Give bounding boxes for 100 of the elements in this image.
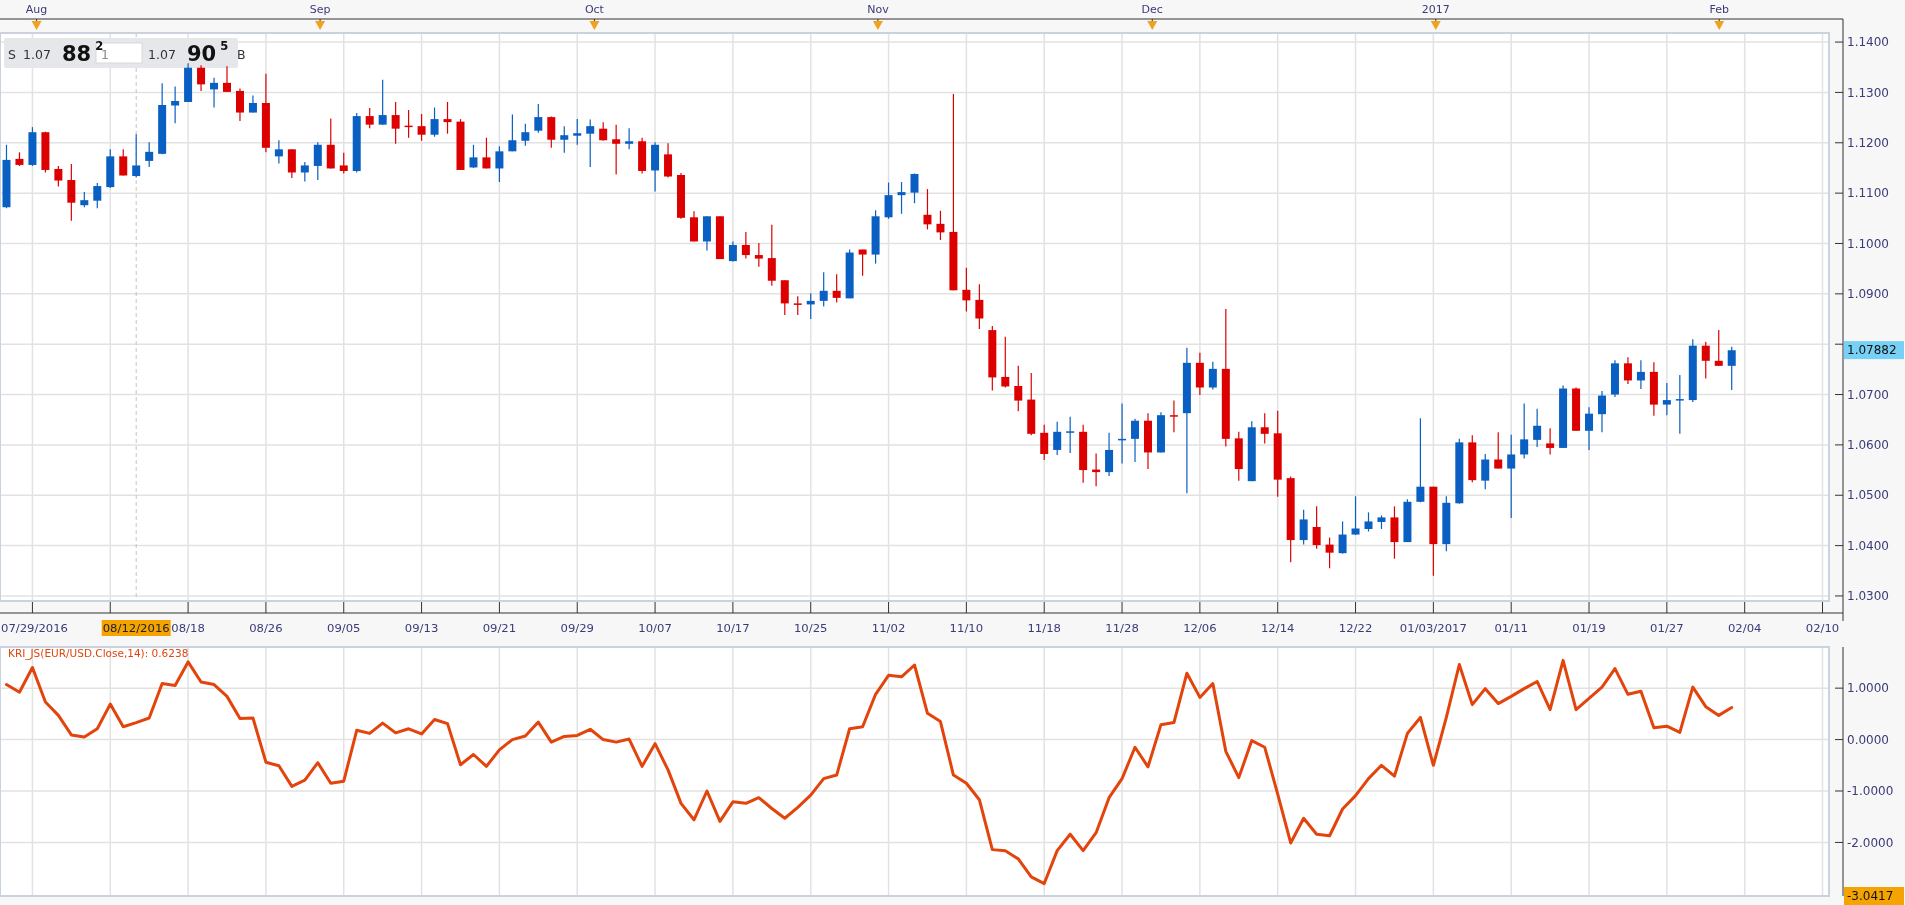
candlestick (1208, 361, 1217, 391)
candlestick (67, 163, 76, 222)
candlestick (1598, 390, 1606, 433)
candlestick (430, 106, 439, 138)
candlestick (1312, 505, 1321, 550)
candlestick (884, 181, 893, 220)
x2-tick-label: Sep (309, 3, 331, 16)
y-tick-label: 1.0000 (1847, 681, 1889, 696)
candlestick (1131, 418, 1140, 463)
candlestick (1481, 453, 1490, 490)
candlestick (560, 125, 569, 154)
x-tick-label: 11/28 (1105, 622, 1139, 635)
x-tick-label: 08/12/2016 (102, 622, 170, 635)
y-tick-label: 1.1100 (1847, 186, 1889, 201)
candlestick (223, 65, 231, 93)
candlestick (1325, 536, 1334, 569)
candlestick (832, 273, 841, 303)
candlestick (586, 119, 595, 168)
candlestick (391, 101, 400, 145)
candlestick (664, 142, 673, 179)
x-tick-label: 09/13 (404, 622, 439, 635)
candlestick (858, 248, 867, 277)
candlestick (1351, 495, 1360, 536)
candlestick (975, 283, 984, 330)
candlestick (1727, 346, 1736, 391)
candlestick (274, 139, 283, 165)
x-tick-label: 12/06 (1183, 622, 1217, 635)
y-tick-label: -1.0000 (1847, 784, 1894, 799)
y-tick-label: 1.0700 (1847, 387, 1889, 402)
candlestick (780, 279, 789, 316)
candlestick (508, 113, 517, 152)
candlestick (482, 137, 491, 170)
candlestick (612, 124, 621, 176)
candlestick (1338, 520, 1347, 555)
candlestick (93, 182, 102, 209)
candlestick (210, 77, 219, 109)
candlestick (599, 121, 608, 142)
x-tick-label: 02/10 (1805, 622, 1840, 635)
y-tick-label: 1.0600 (1847, 438, 1889, 453)
candlestick (962, 267, 971, 313)
candlestick (819, 271, 828, 308)
x-tick-label: 07/29/2016 (1, 622, 68, 635)
candlestick (1260, 412, 1269, 444)
candlestick (378, 79, 387, 126)
x2-tick-label: Oct (584, 3, 605, 16)
x-tick-label: 09/21 (482, 622, 517, 635)
candlestick (1494, 431, 1503, 470)
x-tick-label: 01/11 (1494, 622, 1528, 635)
candlestick (54, 165, 63, 188)
y-tick-label: -2.0000 (1847, 835, 1894, 850)
candlestick (1416, 417, 1425, 503)
candlestick (119, 148, 128, 177)
candlestick (547, 115, 556, 149)
x-tick-label: 12/22 (1338, 622, 1373, 635)
candlestick (365, 107, 374, 129)
x2-tick-label: Feb (1709, 3, 1730, 16)
y-tick-label: 1.1400 (1847, 35, 1889, 50)
candlestick (1585, 406, 1594, 451)
candlestick (754, 242, 763, 268)
candlestick (145, 141, 154, 168)
x-tick-label: 11/18 (1027, 622, 1061, 635)
y-tick-label: 1.0300 (1847, 589, 1889, 604)
candlestick (235, 87, 244, 122)
candlestick (741, 231, 750, 260)
candlestick (300, 161, 309, 183)
candlestick (521, 123, 530, 147)
candlestick (1001, 336, 1010, 389)
chart-title: KRI_JS(EUR/USD.Close,14): 0.6238 (8, 647, 189, 660)
x-tick-label: 01/03/2017 (1399, 622, 1467, 635)
candlestick (1533, 408, 1542, 448)
candlestick (1299, 509, 1308, 546)
candlestick (1623, 356, 1632, 385)
candlestick (793, 295, 802, 316)
candlestick (1701, 341, 1710, 380)
candlestick (1714, 329, 1723, 367)
x-tick-label: 11/02 (871, 622, 906, 635)
text: -3.0417 (1847, 889, 1894, 904)
x-tick-label: 09/05 (327, 622, 361, 635)
candlestick (197, 64, 206, 92)
candlestick (1507, 434, 1516, 519)
x-tick-label: 09/29 (560, 622, 594, 635)
x2-tick-label: Nov (867, 3, 890, 16)
x-tick-label: 01/27 (1650, 622, 1684, 635)
y-tick-label: 0.0000 (1847, 732, 1889, 747)
candlestick (1169, 399, 1178, 433)
y-tick-label: 1.0400 (1847, 538, 1889, 553)
candlestick (897, 181, 906, 215)
candlestick (936, 210, 945, 241)
x-tick-label: 01/19 (1572, 622, 1606, 635)
candlestick (417, 113, 426, 142)
x2-tick-label: Aug (25, 3, 48, 16)
x-tick-label: 10/25 (793, 622, 828, 635)
candlestick (171, 85, 180, 124)
candlestick (1066, 416, 1075, 454)
candlestick (1105, 432, 1114, 477)
candlestick (625, 127, 634, 150)
y-tick-label: 1.1000 (1847, 236, 1889, 251)
candlestick (1546, 427, 1555, 456)
candlestick (443, 101, 452, 135)
candlestick (1520, 403, 1529, 460)
